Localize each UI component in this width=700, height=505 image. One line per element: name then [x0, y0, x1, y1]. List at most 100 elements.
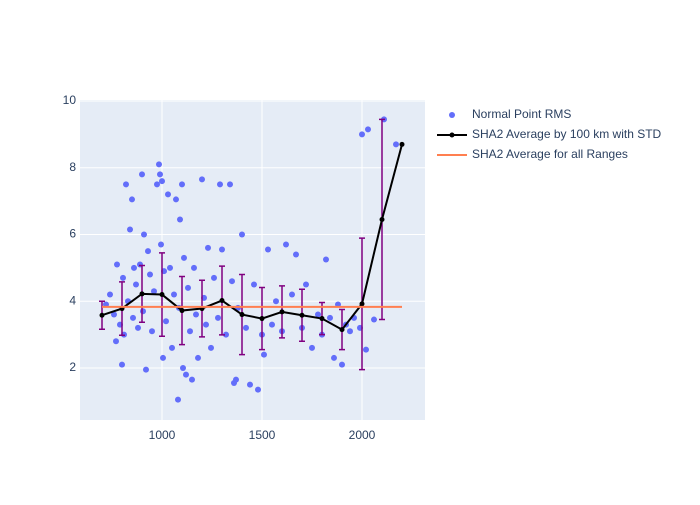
- scatter-point: [120, 274, 126, 281]
- x-tick-label: 2000: [349, 428, 376, 442]
- scatter-point: [233, 376, 239, 383]
- scatter-point: [273, 298, 279, 305]
- y-tick-label: 4: [69, 293, 76, 307]
- scatter-point: [139, 171, 145, 178]
- scatter-point: [331, 354, 337, 361]
- scatter-point: [363, 346, 369, 353]
- scatter-point: [157, 171, 163, 178]
- scatter-point: [149, 328, 155, 335]
- scatter-point: [173, 196, 179, 203]
- scatter-point: [163, 318, 169, 325]
- legend-symbol: [449, 112, 455, 118]
- scatter-point: [145, 248, 151, 255]
- scatter-point: [199, 176, 205, 183]
- scatter-point: [127, 226, 133, 233]
- y-tick-label: 2: [69, 360, 76, 374]
- scatter-point: [223, 331, 229, 338]
- legend-label: SHA2 Average for all Ranges: [472, 147, 628, 161]
- scatter-point: [159, 178, 165, 185]
- line-marker: [139, 291, 145, 297]
- scatter-point: [177, 216, 183, 223]
- line-marker: [319, 316, 325, 322]
- scatter-point: [160, 354, 166, 361]
- line-marker: [299, 312, 305, 318]
- scatter-point: [217, 181, 223, 188]
- scatter-point: [239, 231, 245, 238]
- scatter-point: [347, 328, 353, 335]
- line-marker: [219, 298, 225, 304]
- scatter-point: [227, 181, 233, 188]
- scatter-point: [113, 338, 119, 345]
- scatter-point: [289, 291, 295, 298]
- line-marker: [279, 309, 285, 315]
- scatter-point: [365, 126, 371, 133]
- line-marker: [159, 292, 165, 298]
- scatter-point: [107, 291, 113, 298]
- scatter-point: [193, 311, 199, 318]
- scatter-point: [189, 376, 195, 383]
- line-marker: [99, 312, 105, 318]
- scatter-point: [315, 311, 321, 318]
- scatter-point: [293, 251, 299, 258]
- scatter-point: [179, 181, 185, 188]
- scatter-point: [211, 274, 217, 281]
- legend-symbol: [449, 132, 455, 138]
- scatter-point: [243, 324, 249, 331]
- x-tick-label: 1500: [249, 428, 276, 442]
- scatter-point: [119, 361, 125, 368]
- scatter-point: [143, 366, 149, 373]
- scatter-point: [229, 278, 235, 285]
- scatter-point: [323, 256, 329, 263]
- line-marker: [339, 327, 345, 333]
- line-marker: [379, 216, 385, 222]
- scatter-point: [111, 311, 117, 318]
- scatter-point: [131, 264, 137, 271]
- scatter-point: [175, 396, 181, 403]
- line: [101, 144, 403, 331]
- x-tick-label: 1000: [149, 428, 176, 442]
- scatter-point: [251, 281, 257, 288]
- legend-label: SHA2 Average by 100 km with STD: [472, 127, 662, 141]
- scatter-point: [133, 281, 139, 288]
- scatter-point: [219, 246, 225, 253]
- scatter-point: [359, 131, 365, 138]
- scatter-point: [205, 244, 211, 251]
- scatter-point: [203, 321, 209, 328]
- scatter-point: [151, 288, 157, 295]
- line-marker: [359, 301, 365, 307]
- scatter-point: [208, 344, 214, 351]
- scatter-point: [183, 371, 189, 378]
- scatter-point: [147, 271, 153, 278]
- y-tick-label: 10: [63, 93, 77, 107]
- scatter-point: [181, 254, 187, 261]
- scatter-point: [167, 264, 173, 271]
- scatter-point: [114, 261, 120, 268]
- scatter-point: [309, 344, 315, 351]
- scatter-point: [247, 381, 253, 388]
- scatter-point: [371, 316, 377, 323]
- legend-label: Normal Point RMS: [472, 107, 571, 121]
- scatter-point: [135, 324, 141, 331]
- scatter-point: [265, 246, 271, 253]
- scatter-point: [215, 314, 221, 321]
- line-marker: [239, 312, 245, 318]
- scatter-point: [154, 181, 160, 188]
- scatter-point: [283, 241, 289, 248]
- scatter-point: [255, 386, 261, 393]
- scatter-point: [141, 231, 147, 238]
- scatter-point: [261, 351, 267, 358]
- scatter-point: [158, 241, 164, 248]
- y-tick-label: 6: [69, 227, 76, 241]
- scatter-point: [327, 314, 333, 321]
- scatter-point: [169, 344, 175, 351]
- scatter-point: [303, 281, 309, 288]
- line-marker: [259, 316, 265, 322]
- scatter-point: [156, 161, 162, 168]
- scatter-point: [339, 361, 345, 368]
- scatter-point: [130, 314, 136, 321]
- scatter-point: [171, 291, 177, 298]
- plot-background: [80, 100, 425, 420]
- line-marker: [399, 141, 405, 147]
